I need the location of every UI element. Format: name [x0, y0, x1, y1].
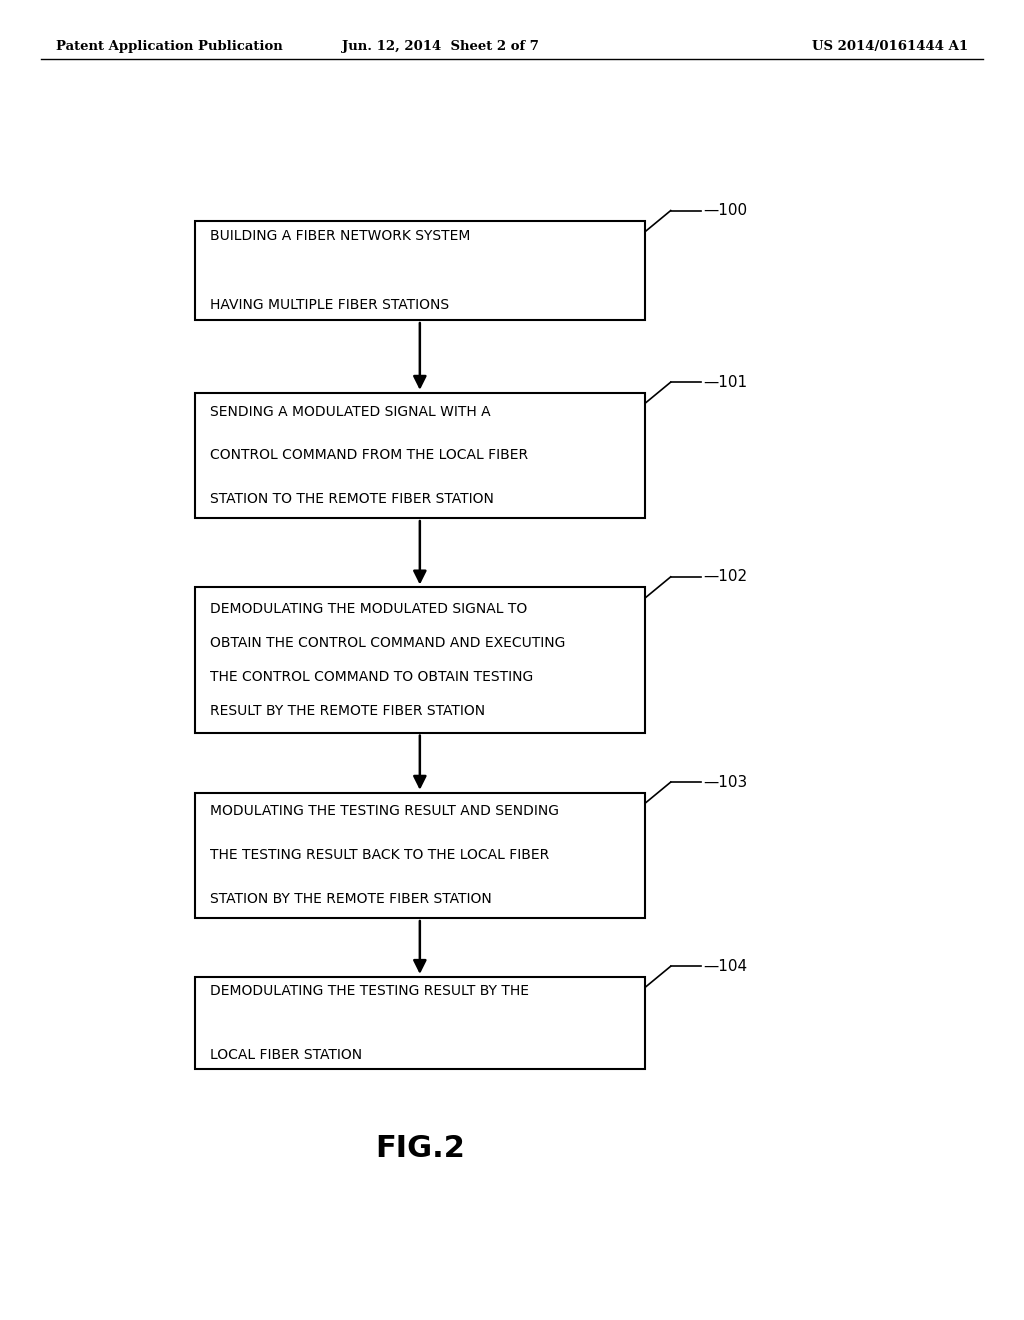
Text: STATION TO THE REMOTE FIBER STATION: STATION TO THE REMOTE FIBER STATION	[210, 492, 494, 507]
Text: DEMODULATING THE TESTING RESULT BY THE: DEMODULATING THE TESTING RESULT BY THE	[210, 983, 529, 998]
Bar	[195, 977, 645, 1069]
Bar	[195, 792, 645, 919]
Text: US 2014/0161444 A1: US 2014/0161444 A1	[812, 40, 968, 53]
Bar	[195, 220, 645, 319]
Text: MODULATING THE TESTING RESULT AND SENDING: MODULATING THE TESTING RESULT AND SENDIN…	[210, 804, 559, 818]
Text: LOCAL FIBER STATION: LOCAL FIBER STATION	[210, 1048, 362, 1063]
Text: DEMODULATING THE MODULATED SIGNAL TO: DEMODULATING THE MODULATED SIGNAL TO	[210, 602, 527, 616]
Text: Jun. 12, 2014  Sheet 2 of 7: Jun. 12, 2014 Sheet 2 of 7	[342, 40, 539, 53]
Text: CONTROL COMMAND FROM THE LOCAL FIBER: CONTROL COMMAND FROM THE LOCAL FIBER	[210, 449, 528, 462]
Text: HAVING MULTIPLE FIBER STATIONS: HAVING MULTIPLE FIBER STATIONS	[210, 298, 450, 313]
Text: THE CONTROL COMMAND TO OBTAIN TESTING: THE CONTROL COMMAND TO OBTAIN TESTING	[210, 671, 534, 684]
Text: STATION BY THE REMOTE FIBER STATION: STATION BY THE REMOTE FIBER STATION	[210, 892, 492, 907]
Bar	[195, 587, 645, 733]
Text: OBTAIN THE CONTROL COMMAND AND EXECUTING: OBTAIN THE CONTROL COMMAND AND EXECUTING	[210, 636, 565, 649]
Text: FIG.2: FIG.2	[375, 1134, 465, 1163]
Text: SENDING A MODULATED SIGNAL WITH A: SENDING A MODULATED SIGNAL WITH A	[210, 404, 490, 418]
Text: BUILDING A FIBER NETWORK SYSTEM: BUILDING A FIBER NETWORK SYSTEM	[210, 228, 470, 243]
Bar	[195, 393, 645, 517]
Text: —104: —104	[703, 958, 748, 974]
Text: RESULT BY THE REMOTE FIBER STATION: RESULT BY THE REMOTE FIBER STATION	[210, 704, 485, 718]
Text: —101: —101	[703, 375, 748, 389]
Text: Patent Application Publication: Patent Application Publication	[56, 40, 283, 53]
Text: —102: —102	[703, 569, 748, 585]
Text: THE TESTING RESULT BACK TO THE LOCAL FIBER: THE TESTING RESULT BACK TO THE LOCAL FIB…	[210, 849, 549, 862]
Text: —103: —103	[703, 775, 748, 789]
Text: —100: —100	[703, 203, 748, 218]
